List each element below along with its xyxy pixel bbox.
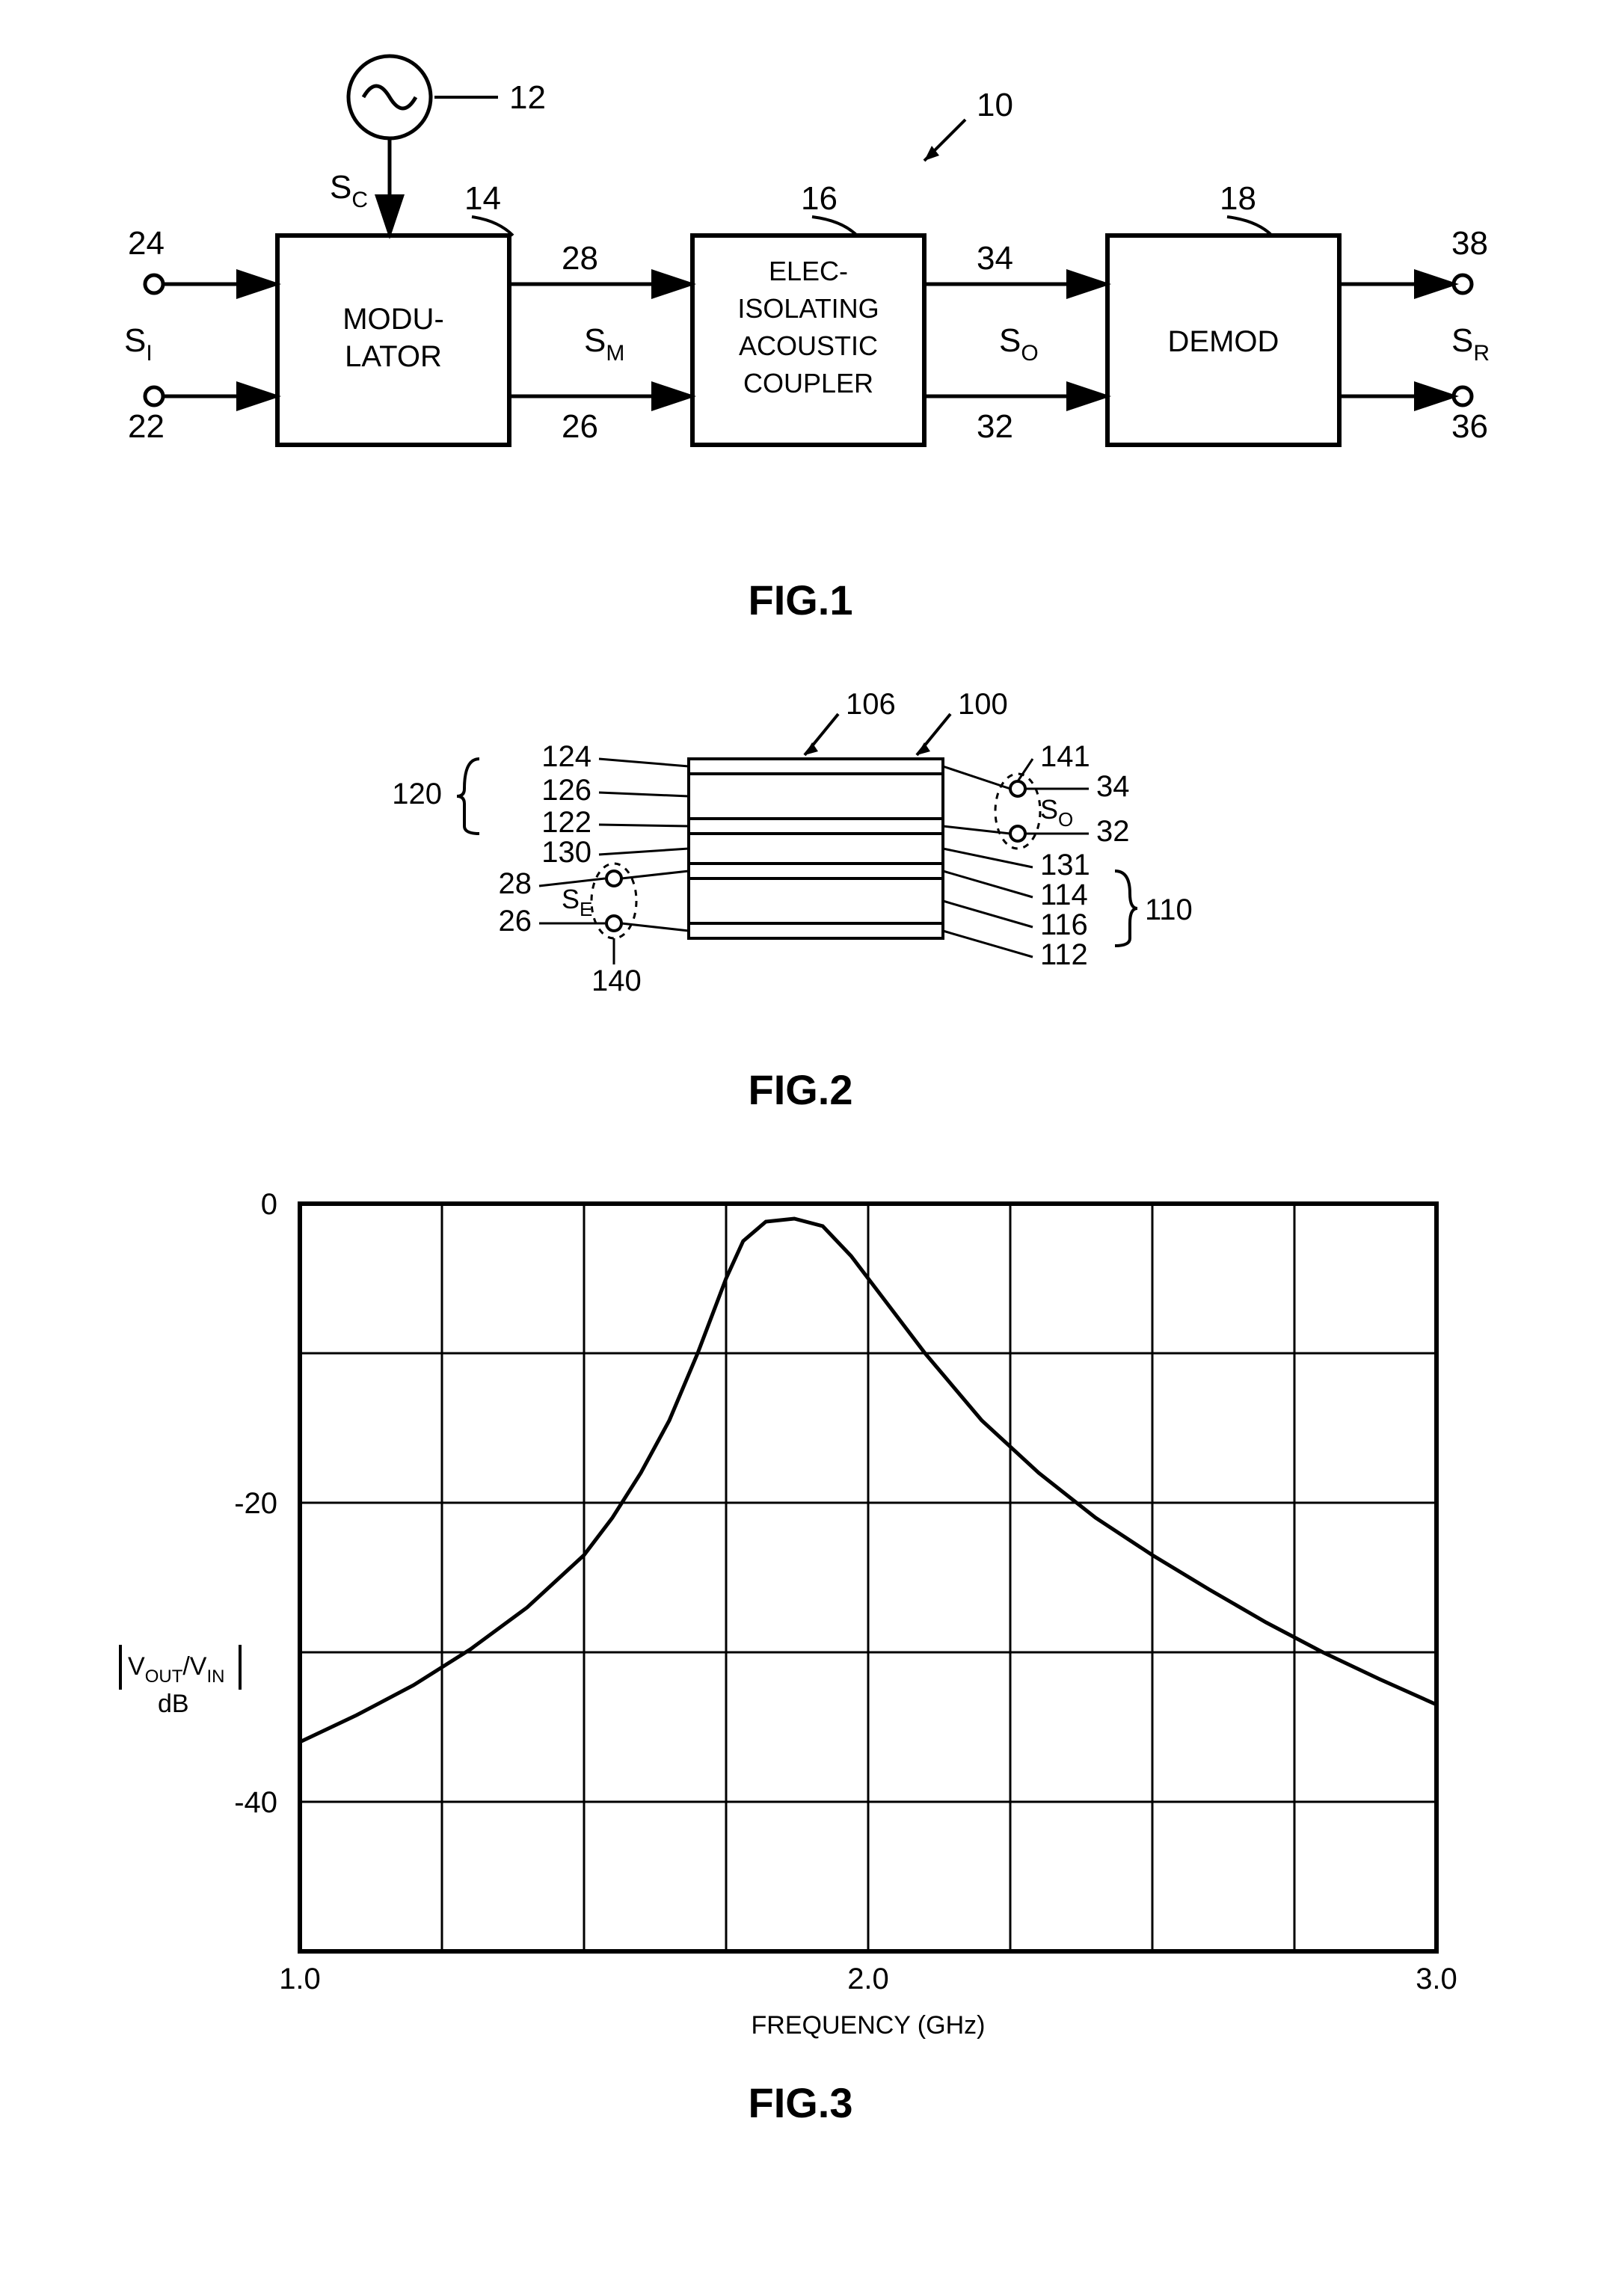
l140: 140 (591, 964, 642, 997)
se-label: SE (562, 884, 592, 920)
l120: 120 (392, 778, 442, 810)
si-label: SI (124, 322, 153, 366)
svg-text:FREQUENCY (GHz): FREQUENCY (GHz) (751, 2011, 985, 2040)
sm-label: SM (584, 322, 624, 366)
cpl-t2: ISOLATING (737, 293, 879, 324)
svg-text:1.0: 1.0 (279, 1963, 321, 1995)
fin-bot-ref: 36 (1451, 408, 1488, 445)
input-term-bot (145, 387, 163, 405)
fig2-svg: 106 100 124 126 122 130 120 28 26 SE 140… (277, 669, 1324, 1043)
out-term-bot (1454, 387, 1472, 405)
mod-text2: LATOR (345, 340, 442, 373)
sr-label: SR (1451, 322, 1490, 366)
out-term-top (1454, 275, 1472, 293)
mod-text1: MODU- (342, 303, 444, 336)
fin-top-ref: 38 (1451, 225, 1488, 262)
fig3-chart: 1.0 2.0 3.0 0 -20 -40 FREQUENCY (GHz) VOUT/VIN d… (90, 1159, 1511, 2056)
l116: 116 (1040, 908, 1088, 941)
l114: 114 (1040, 878, 1088, 911)
l112: 112 (1040, 938, 1088, 971)
l32: 32 (1096, 815, 1130, 848)
l106: 106 (846, 688, 896, 721)
cpl-t4: COUPLER (743, 368, 873, 398)
mod-ref: 14 (464, 180, 501, 217)
svg-text:2.0: 2.0 (847, 1963, 889, 1995)
cpl-t3: ACOUSTIC (738, 330, 877, 361)
demod-ref: 18 (1220, 180, 1256, 217)
sys-ref: 10 (977, 87, 1013, 123)
mid-top-ref: 28 (562, 240, 598, 277)
sine-icon (363, 86, 416, 108)
l100: 100 (958, 688, 1008, 721)
l34: 34 (1096, 770, 1130, 803)
in-bot-ref: 22 (128, 408, 165, 445)
out-top-ref: 34 (977, 240, 1013, 277)
l110: 110 (1145, 893, 1193, 926)
fig1-title: FIG.1 (30, 576, 1571, 624)
demod-text: DEMOD (1167, 325, 1279, 358)
cpl-ref: 16 (801, 180, 838, 217)
sc-label: SC (330, 169, 368, 212)
svg-text:-20: -20 (234, 1487, 277, 1520)
l126: 126 (541, 774, 591, 807)
svg-text:VOUT/VIN: VOUT/VIN (128, 1652, 224, 1687)
figure-2: 106 100 124 126 122 130 120 28 26 SE 140… (30, 669, 1571, 1114)
l28: 28 (498, 867, 532, 900)
l26: 26 (498, 905, 532, 938)
cpl-t1: ELEC- (768, 256, 847, 286)
mid-bot-ref: 26 (562, 408, 598, 445)
l124: 124 (541, 740, 591, 773)
so-label: SO (999, 322, 1039, 366)
figure-1: 12 10 SC MODU- LATOR 14 24 22 SI 28 26 S… (30, 30, 1571, 624)
svg-text:-40: -40 (234, 1786, 277, 1819)
out-bot-ref: 32 (977, 408, 1013, 445)
in-top-ref: 24 (128, 225, 165, 262)
l122: 122 (541, 806, 591, 839)
fig2-title: FIG.2 (30, 1065, 1571, 1114)
l141: 141 (1040, 740, 1090, 773)
l130: 130 (541, 836, 591, 869)
input-term-top (145, 275, 163, 293)
fig1-svg: 12 10 SC MODU- LATOR 14 24 22 SI 28 26 S… (53, 30, 1549, 553)
so2-label: SO (1040, 794, 1073, 831)
svg-text:0: 0 (260, 1188, 277, 1221)
svg-text:dB: dB (158, 1690, 189, 1718)
osc-ref: 12 (509, 79, 546, 116)
figure-3: 1.0 2.0 3.0 0 -20 -40 FREQUENCY (GHz) VOUT/VIN d… (30, 1159, 1571, 2127)
fig3-title: FIG.3 (30, 2078, 1571, 2127)
svg-text:3.0: 3.0 (1416, 1963, 1457, 1995)
l131: 131 (1040, 849, 1090, 881)
